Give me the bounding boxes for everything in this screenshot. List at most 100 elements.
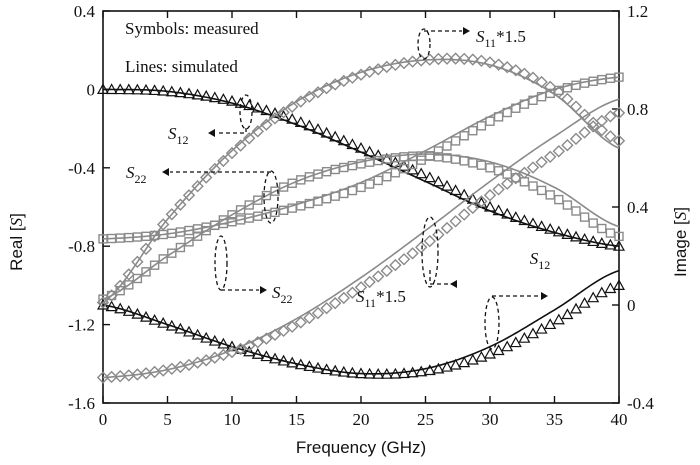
annotation-label-s12_real: S12 bbox=[168, 124, 189, 147]
marker-s11_real bbox=[483, 189, 497, 202]
line-s11_real-simulated bbox=[102, 98, 620, 379]
marker-s12_imag bbox=[157, 316, 170, 328]
marker-s12_imag bbox=[432, 362, 445, 374]
marker-s12_real bbox=[423, 171, 436, 183]
marker-s11_imag bbox=[526, 71, 540, 84]
y-left-tick-label: -1.2 bbox=[68, 316, 95, 335]
series-s12_real bbox=[96, 83, 626, 251]
marker-s11_real bbox=[475, 195, 488, 208]
marker-s11_real bbox=[440, 221, 454, 235]
marker-s11_real bbox=[277, 324, 290, 338]
marker-s12_real bbox=[449, 184, 462, 196]
marker-s12_real bbox=[294, 116, 307, 127]
marker-s11_real bbox=[286, 320, 299, 333]
marker-s22_real bbox=[115, 285, 125, 296]
marker-s12_imag bbox=[372, 367, 385, 379]
annotation-label-sub: 22 bbox=[135, 172, 147, 186]
annotation-ellipse-s12_imag bbox=[484, 296, 500, 350]
marker-s11_real bbox=[449, 215, 462, 228]
annotation-arrowhead-s11_imag bbox=[463, 27, 470, 35]
marker-s12_imag bbox=[458, 356, 471, 368]
x-axis-title: Frequency (GHz) bbox=[296, 438, 426, 457]
marker-s11_imag bbox=[251, 125, 264, 138]
marker-s12_imag bbox=[552, 313, 565, 325]
marker-s11_imag bbox=[200, 171, 213, 184]
marker-s11_imag bbox=[578, 108, 591, 121]
y-right-axis-title: Image [S] bbox=[671, 207, 690, 277]
ticks-group: 0 5 10 15 20 25 30 35 40 0.4 0 -0.4 -0.8 -1.2 -1.6 1.2 0… bbox=[68, 2, 654, 429]
marker-s11_imag bbox=[475, 54, 488, 67]
marker-s22_imag bbox=[433, 146, 444, 156]
marker-s11_real bbox=[466, 201, 479, 215]
annotation-label-base: S bbox=[356, 287, 365, 306]
annotation-s22_imag: S22 bbox=[214, 235, 293, 306]
marker-s12_real bbox=[604, 238, 617, 250]
marker-s11_real bbox=[526, 161, 540, 174]
annotation-label-base: S bbox=[168, 124, 177, 143]
annotation-s12_imag: S12 bbox=[484, 249, 550, 350]
marker-s12_real bbox=[148, 84, 161, 96]
marker-s12_imag bbox=[449, 358, 462, 370]
marker-s12_imag bbox=[363, 367, 376, 379]
annotation-label-s11_real: S11*1.5 bbox=[356, 287, 406, 310]
marker-s12_imag bbox=[561, 308, 574, 320]
annotation-label-base: S bbox=[126, 163, 135, 182]
marker-s12_imag bbox=[131, 307, 144, 319]
marker-s11_real bbox=[458, 208, 471, 221]
marker-s11_real bbox=[397, 253, 411, 266]
y-left-axis-title: Real [S] bbox=[7, 213, 26, 271]
marker-s11_imag bbox=[501, 61, 514, 74]
marker-s12_imag bbox=[191, 328, 204, 340]
marker-s11_real bbox=[268, 328, 282, 342]
marker-s12_imag bbox=[105, 300, 118, 312]
annotation-label-sub: 12 bbox=[177, 133, 189, 147]
x-tick-label: 20 bbox=[353, 410, 370, 429]
y-left-tick-label: -1.6 bbox=[68, 394, 95, 413]
y-right-tick-label: 0.4 bbox=[627, 198, 649, 217]
annotation-ellipse-s22_real bbox=[263, 170, 279, 224]
marker-s12_real bbox=[346, 138, 359, 150]
marker-s11_imag bbox=[604, 130, 617, 143]
marker-s11_real bbox=[612, 106, 626, 120]
marker-s12_real bbox=[561, 228, 574, 240]
marker-s22_real bbox=[554, 194, 564, 205]
x-tick-label: 30 bbox=[482, 410, 499, 429]
marker-s22_imag bbox=[468, 126, 478, 136]
annotation-label-suffix: *1.5 bbox=[376, 287, 406, 306]
legend-note-measured: Symbols: measured bbox=[125, 19, 259, 38]
marker-s12_real bbox=[157, 84, 170, 96]
marker-s11_imag bbox=[268, 112, 282, 125]
series-s22_imag bbox=[98, 72, 624, 244]
marker-s11_real bbox=[552, 145, 565, 158]
marker-s11_imag bbox=[277, 106, 290, 119]
marker-s11_real bbox=[432, 228, 445, 241]
marker-s11_imag bbox=[595, 123, 608, 137]
marker-s11_real bbox=[320, 302, 333, 315]
marker-s11_real bbox=[311, 306, 325, 320]
marker-s12_imag bbox=[578, 296, 591, 308]
marker-s12_real bbox=[544, 222, 557, 234]
marker-s11_imag bbox=[260, 118, 273, 131]
marker-s12_imag bbox=[148, 313, 161, 325]
y-right-tick-label: 1.2 bbox=[627, 2, 648, 21]
marker-s12_imag bbox=[423, 364, 436, 376]
annotation-arrowhead-s11_real bbox=[450, 280, 457, 288]
marker-s11_imag bbox=[182, 189, 196, 202]
marker-s11_real bbox=[217, 348, 230, 362]
marker-s11_imag bbox=[329, 78, 342, 91]
annotation-label-s22_real: S22 bbox=[126, 163, 147, 186]
y-right-title-close: ] bbox=[671, 207, 690, 212]
marker-s11_real bbox=[380, 264, 393, 278]
marker-s11_imag bbox=[157, 218, 170, 231]
y-right-tick-label: -0.4 bbox=[627, 394, 654, 413]
marker-s22_real bbox=[106, 290, 117, 301]
annotation-s11_imag: S11*1.5 bbox=[417, 27, 526, 60]
marker-s11_imag bbox=[569, 100, 583, 113]
marker-s12_real bbox=[225, 94, 239, 106]
annotation-arrow-s12_real bbox=[216, 128, 247, 134]
marker-s12_imag bbox=[440, 360, 454, 372]
marker-s22_imag bbox=[614, 72, 624, 82]
marker-s12_imag bbox=[415, 365, 428, 377]
marker-s11_real bbox=[604, 110, 617, 123]
